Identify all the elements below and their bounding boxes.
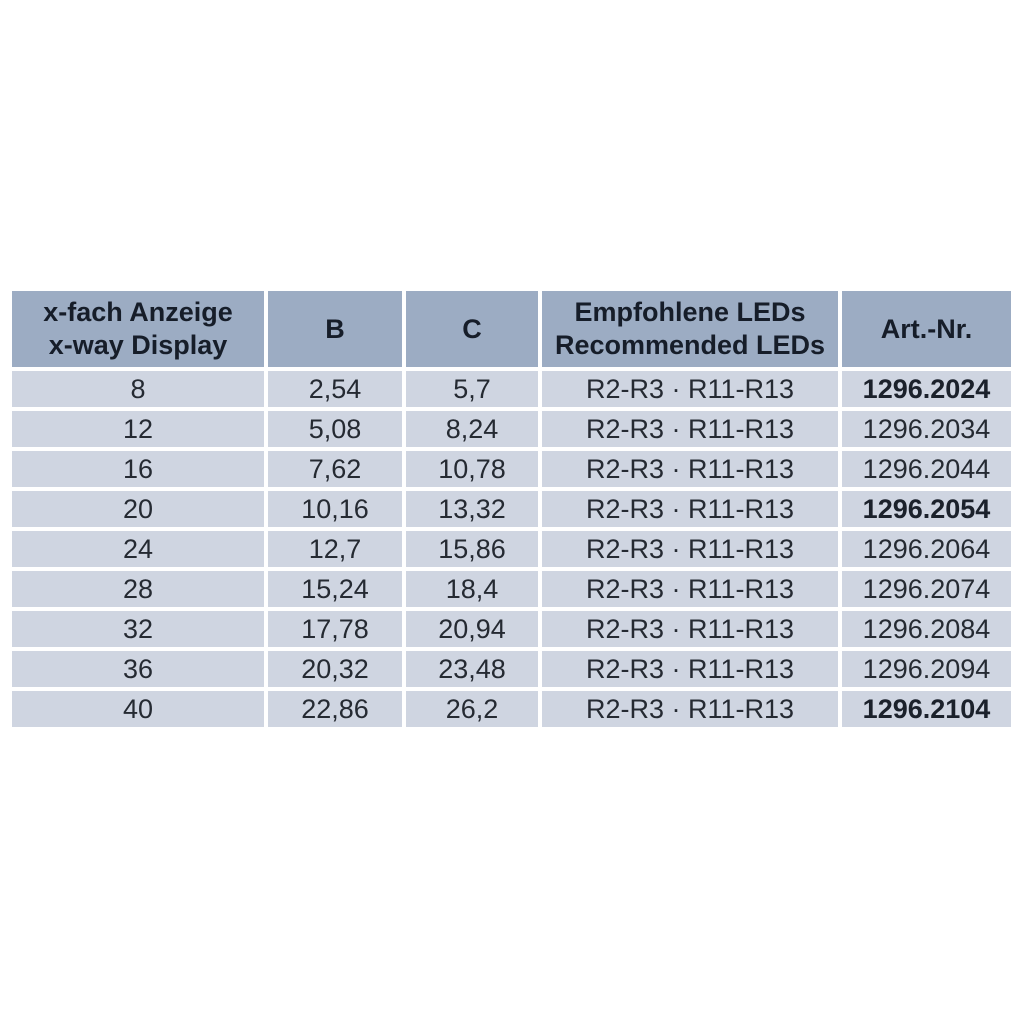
cell-b: 12,7 [268, 531, 402, 567]
cell-display: 32 [12, 611, 264, 647]
cell-b: 15,24 [268, 571, 402, 607]
header-c-column: C [406, 291, 538, 367]
cell-b: 5,08 [268, 411, 402, 447]
cell-c: 15,86 [406, 531, 538, 567]
cell-leds: R2-R3 · R11-R13 [542, 451, 838, 487]
cell-b: 17,78 [268, 611, 402, 647]
cell-c: 20,94 [406, 611, 538, 647]
header-display-column: x-fach Anzeige x-way Display [12, 291, 264, 367]
cell-leds: R2-R3 · R11-R13 [542, 531, 838, 567]
cell-leds: R2-R3 · R11-R13 [542, 611, 838, 647]
cell-leds: R2-R3 · R11-R13 [542, 491, 838, 527]
cell-leds: R2-R3 · R11-R13 [542, 411, 838, 447]
cell-c: 8,24 [406, 411, 538, 447]
header-leds-line1: Empfohlene LEDs [574, 297, 806, 327]
cell-artnr: 1296.2094 [842, 651, 1011, 687]
cell-c: 10,78 [406, 451, 538, 487]
header-leds-column: Empfohlene LEDs Recommended LEDs [542, 291, 838, 367]
cell-c: 5,7 [406, 371, 538, 407]
cell-b: 22,86 [268, 691, 402, 727]
cell-artnr: 1296.2034 [842, 411, 1011, 447]
cell-display: 28 [12, 571, 264, 607]
cell-leds: R2-R3 · R11-R13 [542, 651, 838, 687]
cell-leds: R2-R3 · R11-R13 [542, 571, 838, 607]
cell-display: 36 [12, 651, 264, 687]
cell-artnr: 1296.2104 [842, 691, 1011, 727]
cell-b: 10,16 [268, 491, 402, 527]
cell-b: 20,32 [268, 651, 402, 687]
cell-leds: R2-R3 · R11-R13 [542, 371, 838, 407]
cell-artnr: 1296.2054 [842, 491, 1011, 527]
header-artnr-label: Art.-Nr. [880, 313, 973, 344]
header-display-line1: x-fach Anzeige [43, 297, 233, 327]
cell-artnr: 1296.2024 [842, 371, 1011, 407]
cell-c: 18,4 [406, 571, 538, 607]
cell-b: 2,54 [268, 371, 402, 407]
cell-display: 24 [12, 531, 264, 567]
cell-artnr: 1296.2074 [842, 571, 1011, 607]
cell-display: 40 [12, 691, 264, 727]
cell-artnr: 1296.2044 [842, 451, 1011, 487]
cell-artnr: 1296.2064 [842, 531, 1011, 567]
header-b-label: B [325, 313, 345, 344]
product-spec-table: x-fach Anzeige x-way Display B C Empfohl… [12, 291, 1011, 727]
header-artnr-column: Art.-Nr. [842, 291, 1011, 367]
cell-c: 13,32 [406, 491, 538, 527]
cell-leds: R2-R3 · R11-R13 [542, 691, 838, 727]
cell-c: 23,48 [406, 651, 538, 687]
cell-display: 20 [12, 491, 264, 527]
cell-artnr: 1296.2084 [842, 611, 1011, 647]
header-c-label: C [462, 313, 482, 344]
cell-b: 7,62 [268, 451, 402, 487]
header-leds-line2: Recommended LEDs [554, 330, 826, 360]
cell-display: 12 [12, 411, 264, 447]
header-b-column: B [268, 291, 402, 367]
cell-display: 8 [12, 371, 264, 407]
cell-c: 26,2 [406, 691, 538, 727]
header-display-line2: x-way Display [48, 330, 228, 360]
cell-display: 16 [12, 451, 264, 487]
